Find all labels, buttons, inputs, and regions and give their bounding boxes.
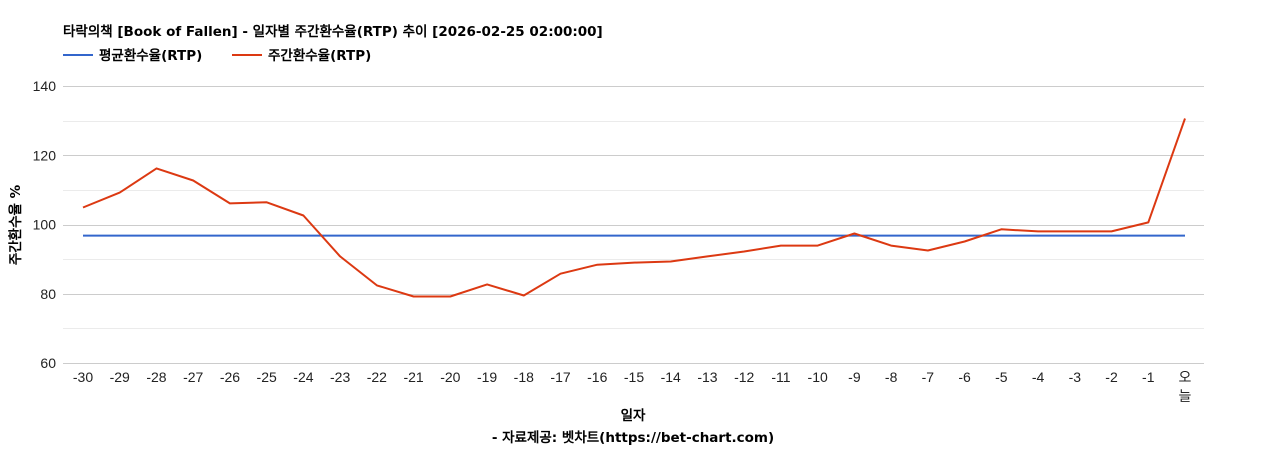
x-tick-label: -13: [697, 369, 717, 385]
y-tick-label: 140: [33, 78, 57, 94]
legend-item-average[interactable]: 평균환수율(RTP): [63, 47, 202, 64]
x-tick-label: -5: [995, 369, 1008, 385]
x-tick-label: -1: [1142, 369, 1155, 385]
x-tick-label: -23: [330, 369, 350, 385]
x-tick-label: -19: [477, 369, 497, 385]
x-tick-label: -10: [808, 369, 828, 385]
x-axis-title: 일자: [621, 408, 646, 424]
x-tick-label: 늘: [1179, 388, 1192, 404]
x-axis-ticks: -30 -29 -28 -27 -26 -25 -24 -23 -22 -21 -20 -19 -18-…: [73, 369, 1192, 404]
legend: 평균환수율(RTP) 주간환수율(RTP): [63, 47, 371, 64]
y-axis-ticks: 60 80 100 120 140: [33, 78, 57, 371]
x-tick-label: -2: [1105, 369, 1118, 385]
x-tick-label: -8: [885, 369, 898, 385]
y-axis-title: 주간환수율 %: [7, 184, 24, 265]
source-credit: - 자료제공: 벳차트(https://bet-chart.com): [492, 429, 774, 446]
x-tick-label: -4: [1032, 369, 1045, 385]
x-tick-label: -24: [293, 369, 313, 385]
x-tick-label: -27: [183, 369, 203, 385]
x-tick-label: -26: [220, 369, 240, 385]
legend-label-average: 평균환수율(RTP): [99, 47, 202, 64]
x-tick-label: -15: [624, 369, 644, 385]
x-tick-label: -20: [440, 369, 460, 385]
x-tick-label: -7: [922, 369, 935, 385]
x-tick-label: -11: [771, 369, 790, 385]
x-tick-label: -14: [661, 369, 681, 385]
y-tick-label: 120: [33, 147, 57, 163]
x-tick-label: -16: [587, 369, 607, 385]
x-tick-label: -6: [958, 369, 971, 385]
chart-title: 타락의책 [Book of Fallen] - 일자별 주간환수율(RTP) 추…: [63, 23, 603, 40]
x-tick-label: -17: [550, 369, 570, 385]
series-weekly-rtp-line: [82, 118, 1186, 298]
y-tick-label: 100: [33, 217, 57, 233]
legend-item-weekly[interactable]: 주간환수율(RTP): [232, 47, 371, 64]
x-tick-label: -30: [73, 369, 93, 385]
gridlines: [63, 86, 1204, 364]
x-tick-label: -25: [257, 369, 277, 385]
x-tick-label: -12: [734, 369, 754, 385]
x-tick-label: -22: [367, 369, 387, 385]
y-tick-label: 60: [40, 355, 56, 371]
x-tick-label: -29: [110, 369, 130, 385]
legend-label-weekly: 주간환수율(RTP): [268, 47, 371, 64]
x-tick-label: 오: [1179, 369, 1192, 385]
x-tick-label: -9: [848, 369, 861, 385]
x-tick-label: -18: [514, 369, 534, 385]
x-tick-label: -3: [1069, 369, 1082, 385]
y-tick-label: 80: [40, 286, 56, 302]
x-tick-label: -28: [146, 369, 166, 385]
x-tick-label: -21: [403, 369, 423, 385]
